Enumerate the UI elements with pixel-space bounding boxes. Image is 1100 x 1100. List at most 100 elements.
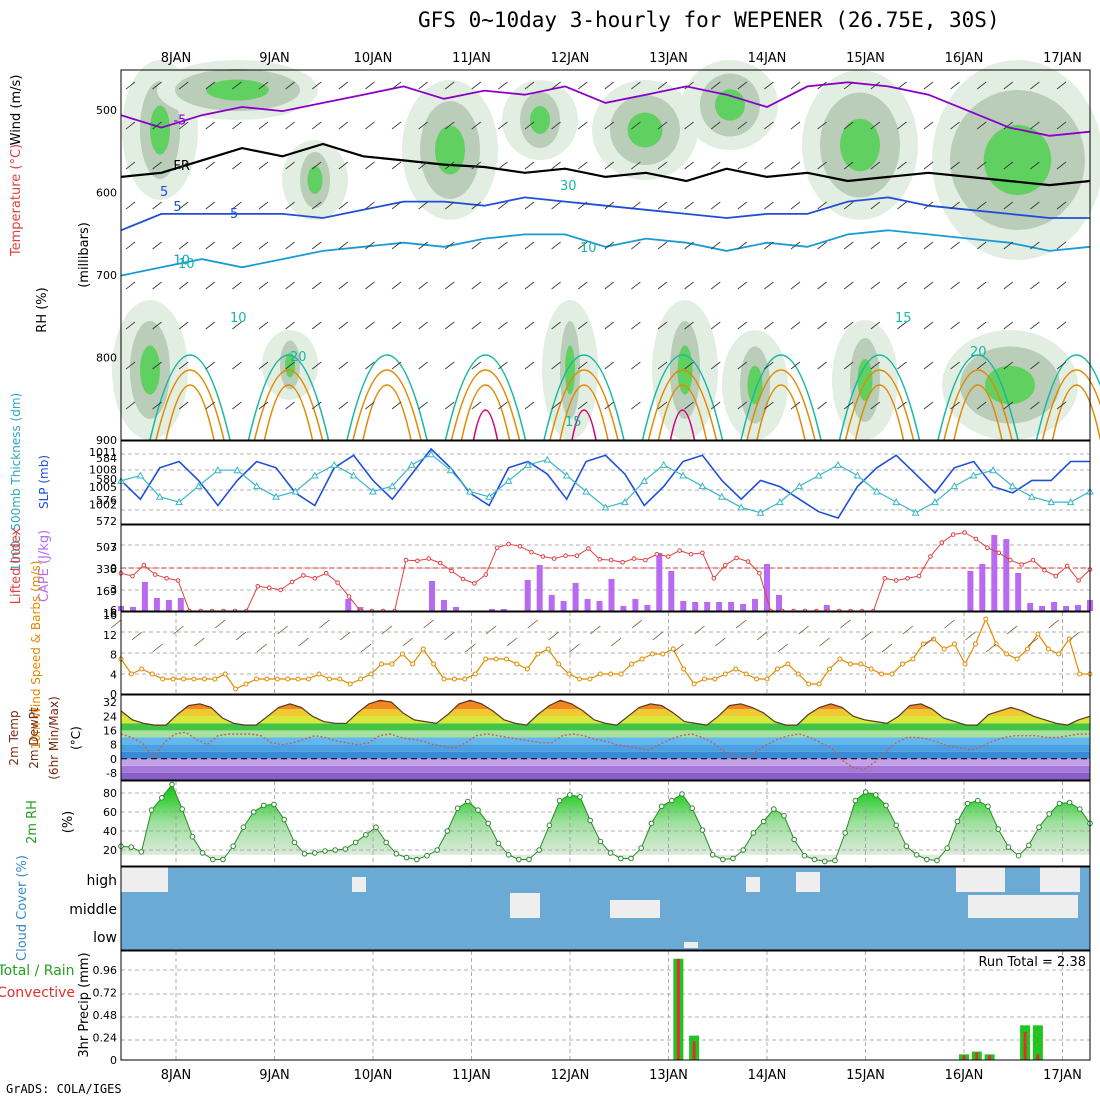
rh-point-58: [709, 852, 716, 858]
barb-12-2: [444, 161, 455, 170]
barb-29-4: [897, 241, 907, 250]
barb-1-3: [152, 201, 162, 210]
barb-24-6: [764, 321, 774, 330]
li-ytick-0: -3: [106, 541, 117, 554]
barb-6-1: [285, 121, 295, 130]
thickness-marker-6: [233, 466, 242, 474]
barb-4-3: [232, 201, 242, 210]
barb-30-2: [923, 161, 934, 170]
temp-ytick-4: 0: [110, 753, 117, 766]
cape-bar-31: [488, 609, 495, 611]
ylabel-convective: Convective: [0, 985, 75, 1001]
barb-16-6: [551, 321, 561, 330]
li-point-15: [289, 579, 295, 585]
barb-26-3: [817, 201, 827, 210]
barb-2-5: [178, 281, 189, 290]
wind-panel: [110, 612, 1093, 694]
day-label-top-5: 13JAN: [649, 51, 688, 66]
arch-5-2: [641, 354, 724, 441]
slp-frame: [120, 440, 1091, 525]
barb-18-8: [604, 401, 615, 410]
barb-27-3: [843, 201, 854, 210]
rh-point-38: [505, 852, 512, 858]
wind-point-19: [316, 671, 322, 677]
rh-point-51: [638, 845, 645, 851]
thickness-marker-2: [155, 492, 164, 500]
cloud-block-0: [121, 867, 168, 892]
li-point-49: [677, 548, 682, 553]
temp-band-6: [121, 730, 1090, 738]
rh-point-45: [577, 794, 583, 800]
ylabel-cloud: Cloud Cover (%): [15, 855, 30, 961]
barb-20-6: [657, 321, 668, 330]
barb-3-6: [205, 321, 216, 330]
barb-33-1: [1003, 121, 1014, 130]
barb-14-2: [498, 161, 508, 170]
rh-point-70: [832, 857, 838, 864]
li-point-14: [278, 587, 283, 593]
barb-15-1: [524, 121, 535, 130]
rh-point-13: [250, 809, 257, 815]
wind-point-67: [816, 681, 822, 687]
arch-1-2: [247, 354, 330, 441]
ylabel-thickness: 1000~500mb Thickness (dm): [9, 393, 23, 571]
arch-0-1: [165, 384, 215, 441]
sfc-barb-28: [402, 637, 413, 647]
sfc-barb-72: [860, 631, 872, 641]
cloud-ylabel-1: middle: [69, 902, 117, 918]
barb-11-0: [418, 81, 428, 90]
li-point-17: [312, 576, 318, 581]
wind-point-13: [254, 676, 259, 682]
arch-4-1: [559, 384, 609, 441]
barb-3-5: [205, 281, 216, 290]
temp-band-3: [121, 751, 1090, 759]
rh-point-56: [689, 805, 696, 812]
wind-point-72: [868, 666, 874, 672]
barb-32-7: [976, 361, 987, 370]
cape-ytick-0: 507: [96, 541, 117, 554]
thickness-marker-36: [814, 471, 823, 479]
precip-conv-bar-4: [988, 1055, 992, 1060]
cape-bar-5: [177, 598, 184, 611]
precip-panel: [121, 951, 1090, 1060]
barb-25-8: [790, 401, 801, 410]
sfc-barb-8: [194, 637, 205, 647]
barb-22-3: [710, 201, 721, 210]
barb-15-5: [524, 281, 535, 290]
rh-point-87: [1005, 844, 1012, 850]
barb-8-8: [338, 401, 349, 410]
rh-point-64: [771, 806, 777, 812]
barb-20-0: [657, 81, 668, 90]
cloud-block-1: [352, 877, 366, 892]
cape-bar-27: [441, 600, 447, 611]
cape-bar-48: [692, 602, 699, 611]
barb-18-6: [604, 321, 615, 330]
li-point-1: [130, 573, 135, 579]
arch-7-0: [844, 369, 915, 441]
sfc-barb-16: [277, 625, 288, 635]
wind-point-55: [691, 681, 697, 687]
wind-point-37: [504, 656, 509, 662]
wind-point-38: [514, 661, 520, 667]
wind-point-62: [764, 676, 770, 682]
cape-bar-49: [704, 602, 711, 611]
upper-ytick-3: 800: [96, 352, 117, 365]
barb-16-1: [551, 121, 561, 130]
barb-25-6: [790, 321, 801, 330]
barb-26-7: [817, 361, 827, 370]
rh-point-26: [383, 839, 390, 846]
arch-3-1: [460, 384, 511, 441]
barb-7-8: [311, 401, 322, 410]
wind-point-17: [295, 676, 301, 682]
barb-9-2: [365, 161, 375, 170]
barb-18-3: [604, 201, 615, 210]
sfc-barb-22: [339, 631, 351, 641]
rh-point-44: [567, 792, 573, 798]
barb-33-3: [1003, 201, 1014, 210]
temp-ytick-5: -8: [106, 767, 117, 780]
li-point-43: [608, 557, 614, 563]
barb-28-5: [870, 281, 881, 290]
barb-10-4: [391, 241, 402, 250]
barb-24-0: [764, 81, 774, 90]
thickness-marker-29: [679, 471, 687, 479]
